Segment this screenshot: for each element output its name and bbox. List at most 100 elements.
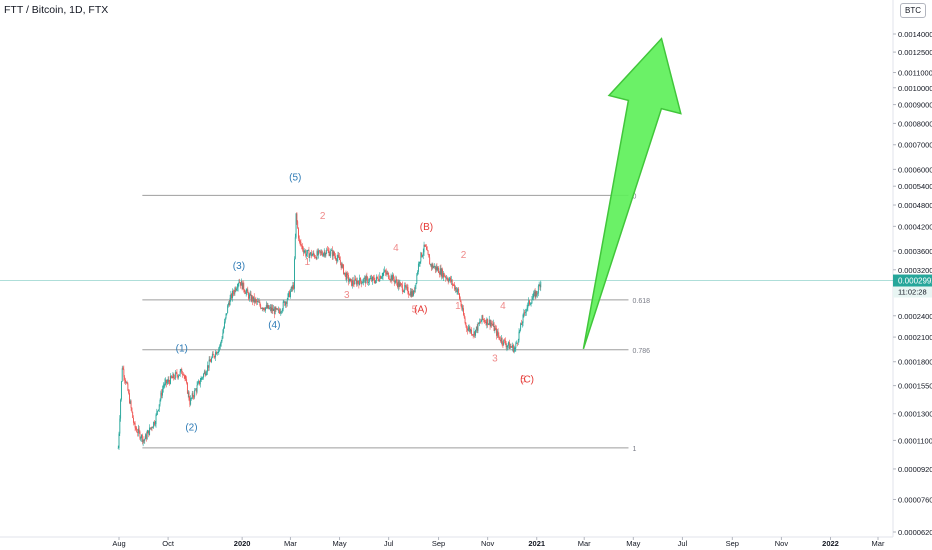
- candle-body: [516, 342, 518, 344]
- candle-body: [516, 342, 518, 344]
- candle-body: [360, 281, 362, 284]
- candle-body: [356, 281, 358, 285]
- candle-body: [205, 373, 207, 376]
- candle-body: [392, 274, 394, 281]
- time-tick-label: Mar: [578, 539, 591, 548]
- candle-body: [443, 272, 445, 277]
- candle-body: [364, 277, 365, 279]
- candle-body: [405, 286, 407, 288]
- candle-body: [415, 283, 417, 286]
- fib-level-label: 0.618: [632, 298, 650, 305]
- candle-body: [299, 240, 301, 243]
- candle-body: [482, 315, 484, 320]
- candle-body: [209, 359, 211, 362]
- candle-body: [194, 390, 196, 397]
- price-tick-label: 0.0009000: [898, 101, 932, 110]
- candle-body: [337, 255, 339, 258]
- candle-body: [162, 389, 163, 396]
- candle-body: [149, 427, 151, 429]
- candle-body: [517, 340, 519, 343]
- candle-body: [301, 245, 303, 246]
- candle-body: [270, 306, 272, 311]
- candle-body: [140, 438, 142, 439]
- candle-body: [434, 266, 436, 270]
- candle-body: [314, 257, 316, 259]
- candle-body: [441, 269, 443, 276]
- candle-body: [298, 228, 299, 239]
- candle-body: [297, 221, 299, 229]
- candle-body: [440, 268, 442, 276]
- candle-body: [539, 284, 541, 288]
- candle-body: [317, 251, 319, 255]
- candle-body: [321, 251, 323, 255]
- candle-body: [250, 293, 252, 301]
- candle-body: [407, 287, 409, 294]
- candle-body: [245, 291, 247, 294]
- candle-body: [382, 272, 384, 277]
- candle-body: [129, 393, 130, 404]
- candle-body: [285, 301, 287, 304]
- candle-body: [284, 301, 286, 306]
- time-tick-label: 2022: [822, 539, 839, 548]
- candle-body: [471, 329, 472, 335]
- candle-body: [403, 290, 405, 292]
- candle-body: [174, 377, 175, 379]
- candle-body: [191, 393, 193, 398]
- candle-body: [369, 278, 371, 280]
- candle-body: [536, 291, 538, 294]
- candle-body: [447, 280, 449, 282]
- candle-body: [187, 392, 189, 394]
- candle-body: [271, 307, 273, 311]
- candle-body: [211, 357, 213, 362]
- candle-body: [292, 285, 294, 289]
- candle-body: [195, 389, 197, 392]
- candle-body: [472, 334, 474, 336]
- currency-badge[interactable]: BTC: [900, 3, 926, 18]
- candle-body: [436, 266, 438, 270]
- candle-body: [380, 277, 382, 279]
- candle-body: [276, 308, 278, 310]
- price-tick-label: 0.0001550: [898, 382, 932, 391]
- candle-body: [430, 264, 432, 268]
- candle-body: [409, 291, 411, 296]
- candle-body: [478, 322, 480, 324]
- candle-body: [157, 410, 159, 412]
- candle-body: [186, 382, 188, 394]
- time-tick-label: Nov: [481, 539, 495, 548]
- time-tick-label: Sep: [432, 539, 445, 548]
- candle-body: [215, 352, 217, 355]
- candle-body: [446, 277, 448, 279]
- candle-body: [310, 252, 312, 255]
- candle-body: [136, 429, 138, 433]
- price-tick-label: 0.0000920: [898, 465, 932, 474]
- candle-body: [393, 274, 394, 280]
- candle-body: [331, 249, 333, 257]
- candle-body: [290, 286, 292, 292]
- candle-body: [351, 280, 353, 286]
- candle-body: [277, 308, 279, 310]
- candle-body: [360, 277, 361, 282]
- candle-body: [477, 322, 479, 331]
- candle-body: [512, 345, 514, 352]
- candle-body: [167, 379, 169, 382]
- candle-body: [335, 259, 337, 261]
- candle-body: [135, 427, 137, 430]
- candle-body: [498, 335, 500, 337]
- candle-body: [532, 297, 534, 300]
- candle-body: [492, 323, 494, 326]
- current-price-tag-label: 0.0002992: [898, 277, 932, 286]
- candle-body: [143, 439, 145, 441]
- candle-body: [200, 378, 202, 382]
- candle-body: [528, 300, 530, 304]
- price-tick-label: 0.0005400: [898, 182, 932, 191]
- candle-body: [267, 305, 269, 309]
- candle-body: [494, 328, 496, 331]
- candle-body: [420, 252, 422, 262]
- candle-body: [117, 447, 119, 449]
- candle-body: [304, 250, 306, 252]
- candle-body: [190, 397, 192, 405]
- candle-body: [387, 272, 389, 274]
- candle-body: [163, 385, 165, 387]
- candle-body: [412, 291, 414, 296]
